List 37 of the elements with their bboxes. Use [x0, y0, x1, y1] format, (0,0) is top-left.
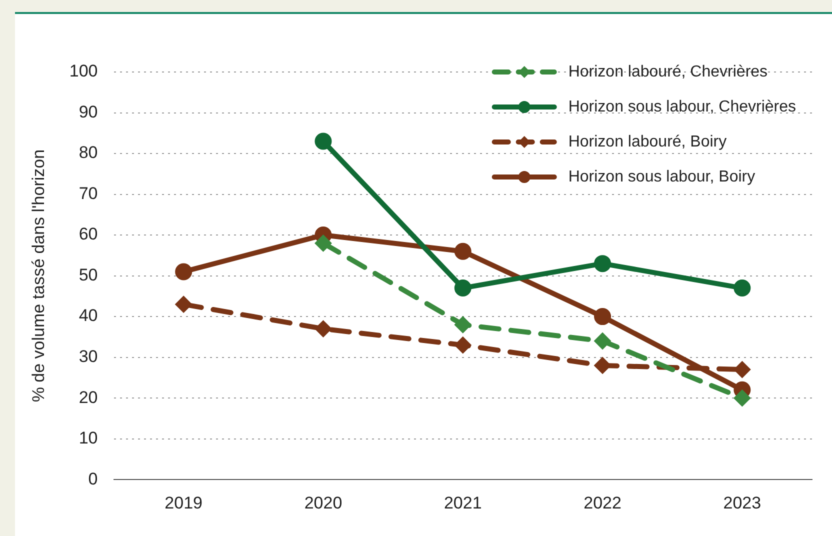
point — [734, 361, 751, 378]
y-tick-label: 20 — [78, 388, 98, 407]
point — [594, 255, 612, 272]
point — [314, 132, 332, 150]
point — [454, 280, 472, 297]
legend-label: Horizon sous labour, Chevrières — [568, 98, 796, 116]
y-tick-label: 100 — [69, 62, 98, 81]
y-tick-label: 80 — [78, 143, 98, 162]
point — [314, 234, 332, 252]
y-axis-title: % de volume tassé dans l'horizon — [28, 149, 48, 402]
x-tick-label: 2021 — [444, 493, 482, 512]
legend-label: Horizon labouré, Boiry — [568, 133, 727, 150]
x-tick-label: 2019 — [164, 493, 202, 512]
y-tick-label: 10 — [78, 428, 98, 448]
y-tick-label: 90 — [78, 102, 98, 122]
y-tick-label: 60 — [78, 224, 98, 244]
point — [454, 336, 472, 354]
point — [734, 280, 751, 297]
point — [314, 320, 332, 338]
point — [734, 390, 751, 407]
legend-label: Horizon labouré, Chevrières — [568, 63, 768, 80]
legend-label: Horizon sous labour, Boiry — [568, 168, 756, 186]
y-tick-label: 50 — [78, 265, 98, 284]
x-tick-label: 2020 — [304, 493, 342, 512]
y-tick-label: 0 — [88, 469, 98, 488]
point — [454, 242, 472, 260]
y-tick-label: 40 — [78, 306, 98, 326]
point — [594, 308, 612, 326]
x-tick-label: 2022 — [584, 493, 622, 512]
point — [454, 316, 472, 334]
x-tick-label: 2023 — [723, 493, 762, 512]
point — [594, 332, 612, 350]
y-tick-label: 70 — [78, 184, 98, 203]
point — [175, 296, 192, 313]
point — [594, 356, 612, 374]
y-tick-label: 30 — [78, 347, 98, 366]
point — [175, 263, 192, 280]
